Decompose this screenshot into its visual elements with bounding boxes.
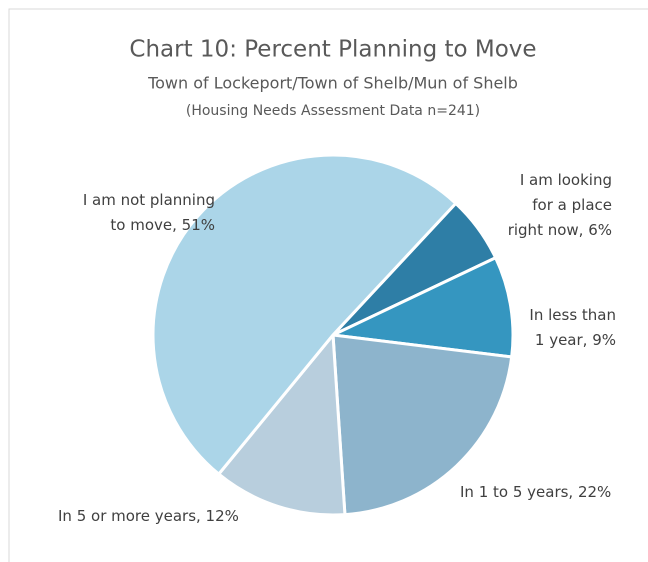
data-label: In 1 to 5 years, 22%: [460, 483, 611, 501]
pie-slice: [151, 153, 458, 477]
data-label: In 5 or more years, 12%: [58, 507, 239, 525]
chart-note: (Housing Needs Assessment Data n=241): [186, 103, 480, 119]
data-label: In less than 1 year, 9%: [529, 306, 616, 349]
chart-subtitle: Town of Lockeport/Town of Shelb/Mun of S…: [147, 74, 518, 93]
pie-slice: [216, 331, 347, 517]
data-label: I am looking for a place right now, 6%: [508, 171, 612, 239]
pie-slice: [331, 333, 514, 517]
chart-title: Chart 10: Percent Planning to Move: [129, 37, 536, 63]
data-label: I am not planning to move, 51%: [83, 191, 215, 234]
pie-slice: [327, 255, 515, 359]
